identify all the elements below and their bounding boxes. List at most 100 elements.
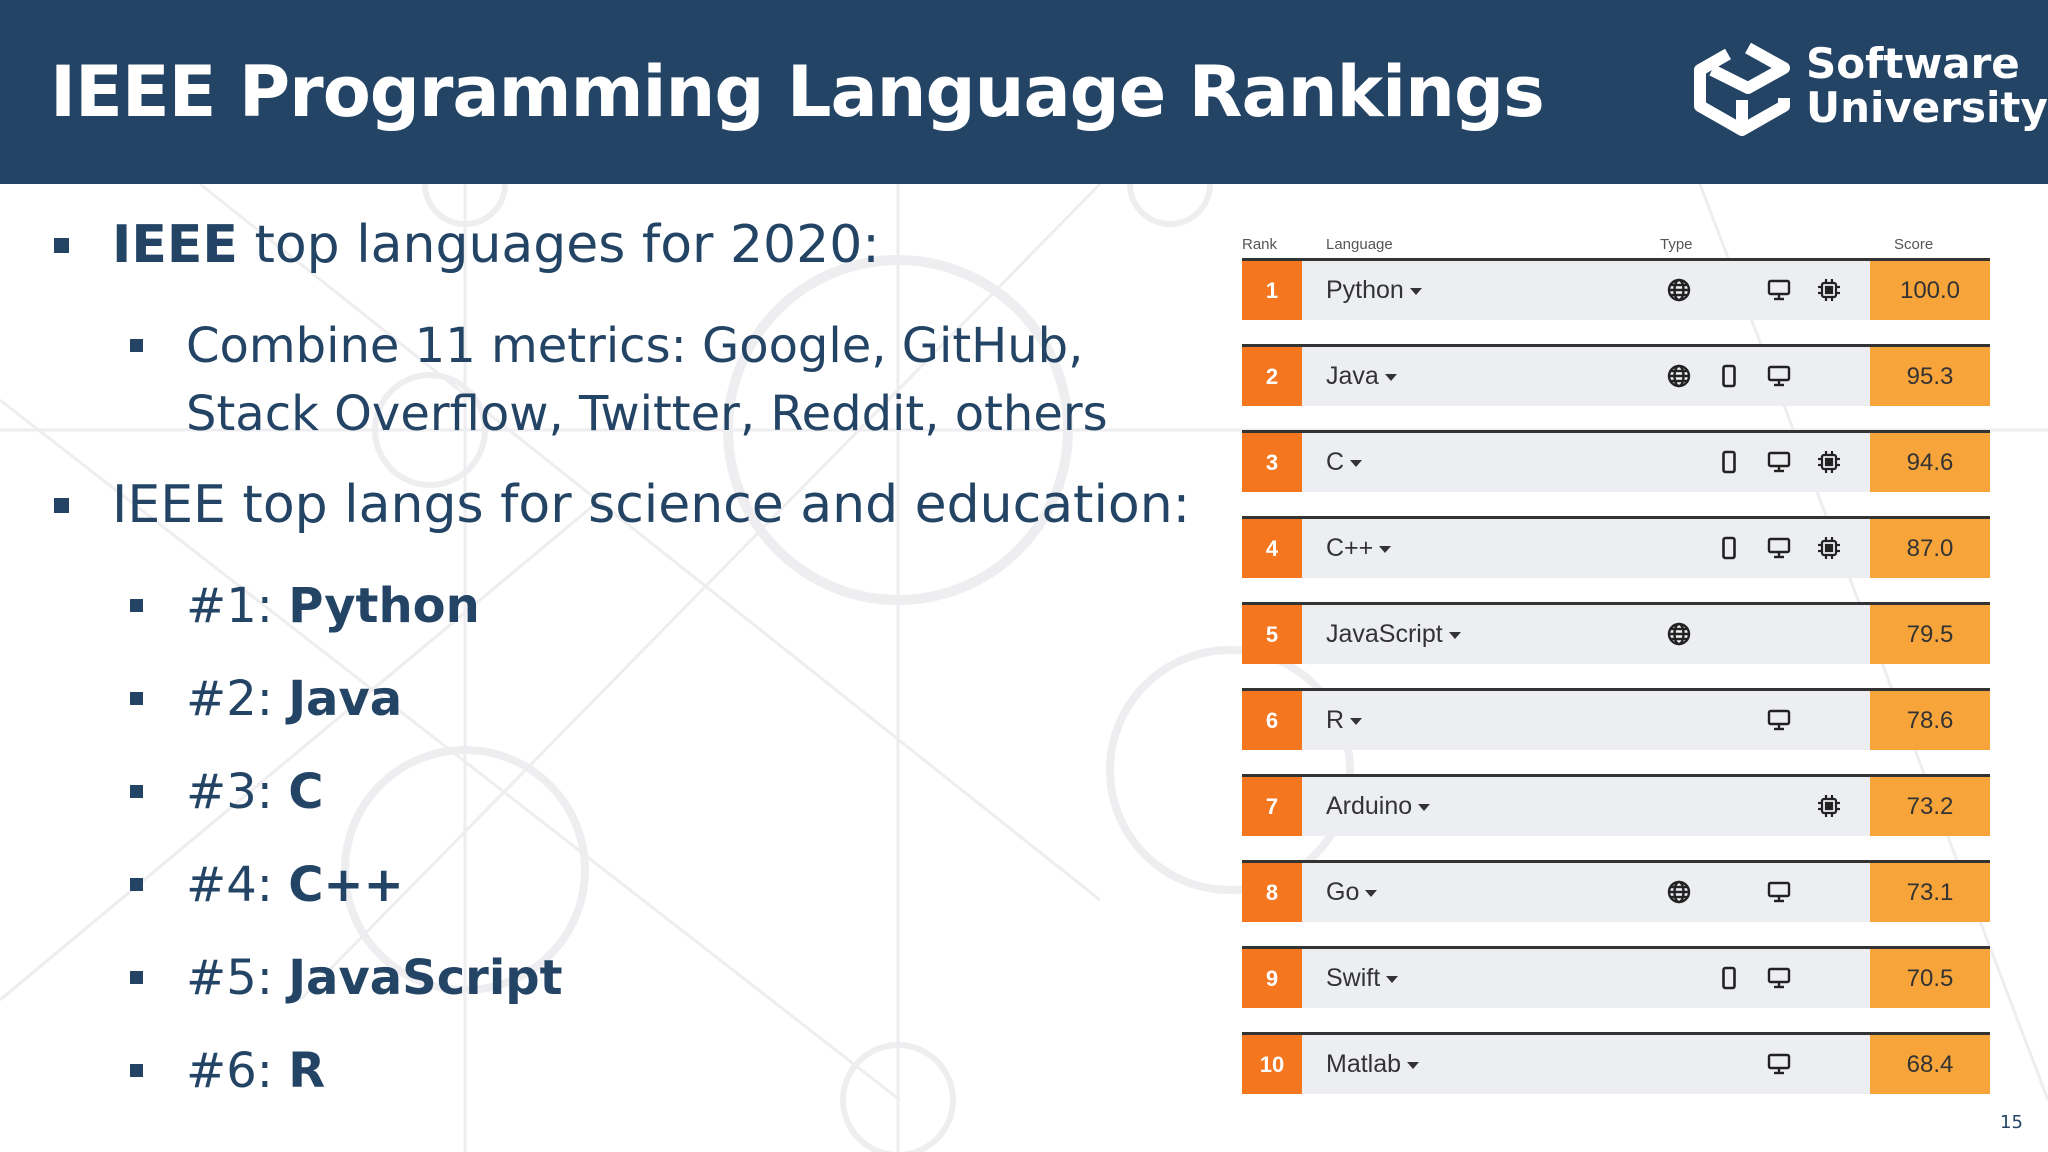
- rank-prefix: #4:: [186, 857, 289, 913]
- rank-language: Python: [288, 578, 480, 634]
- language-dropdown[interactable]: Go: [1326, 863, 1378, 922]
- desktop-icon: [1766, 965, 1792, 991]
- bullet-square-icon: [130, 971, 143, 984]
- caret-down-icon: [1350, 459, 1363, 467]
- row-background: [1242, 261, 1990, 320]
- globe-icon: [1666, 879, 1692, 905]
- mobile-icon: [1716, 965, 1742, 991]
- row-divider: [1242, 1032, 1990, 1035]
- mobile-icon: [1716, 363, 1742, 389]
- header-type: Type: [1660, 236, 1693, 253]
- logo-text-line1: Software: [1806, 39, 2020, 88]
- sub-bullet-line1: Combine 11 metrics: Google, GitHub,: [186, 318, 1084, 374]
- page-number: 15: [2000, 1112, 2023, 1133]
- rank-prefix: #1:: [186, 578, 289, 634]
- sub-bullet-rank-2: #2: Java: [130, 665, 402, 733]
- score-value: 70.5: [1870, 949, 1990, 1008]
- language-dropdown[interactable]: Swift: [1326, 949, 1399, 1008]
- desktop-icon: [1766, 277, 1792, 303]
- row-divider: [1242, 946, 1990, 949]
- mobile-icon: [1716, 449, 1742, 475]
- bullet-square-icon: [130, 339, 143, 352]
- mobile-icon: [1716, 535, 1742, 561]
- ranking-row: 3 C 94.6: [1242, 430, 1990, 492]
- sub-bullet-rank-1: #1: Python: [130, 572, 480, 640]
- sub-bullet-rank-5: #5: JavaScript: [130, 944, 563, 1012]
- desktop-icon: [1766, 363, 1792, 389]
- language-dropdown[interactable]: C++: [1326, 519, 1392, 578]
- caret-down-icon: [1418, 803, 1431, 811]
- row-divider: [1242, 860, 1990, 863]
- header-rank: Rank: [1242, 236, 1278, 253]
- language-name: JavaScript: [1326, 620, 1443, 648]
- language-dropdown[interactable]: JavaScript: [1326, 605, 1461, 664]
- header-language: Language: [1326, 236, 1393, 253]
- score-value: 94.6: [1870, 433, 1990, 492]
- rank-badge: 8: [1242, 863, 1302, 922]
- score-value: 87.0: [1870, 519, 1990, 578]
- sub-bullet-rank-4: #4: C++: [130, 851, 404, 919]
- language-dropdown[interactable]: C: [1326, 433, 1363, 492]
- logo-cube-icon: [1694, 42, 1790, 136]
- bullet-square-icon: [130, 599, 143, 612]
- bullet-square-icon: [130, 692, 143, 705]
- caret-down-icon: [1365, 889, 1378, 897]
- language-name: C++: [1326, 534, 1374, 562]
- caret-down-icon: [1409, 287, 1422, 295]
- rank-language: JavaScript: [288, 950, 563, 1006]
- row-divider: [1242, 258, 1990, 261]
- slide-content: IEEE top languages for 2020: Combine 11 …: [0, 184, 1200, 1144]
- rank-prefix: #3:: [186, 764, 289, 820]
- bullet-text: IEEE top langs for science and education…: [112, 475, 1191, 535]
- bullet-square-icon: [130, 1064, 143, 1077]
- language-name: Arduino: [1326, 792, 1413, 820]
- ranking-row: 1 Python 100.0: [1242, 258, 1990, 320]
- rank-badge: 9: [1242, 949, 1302, 1008]
- desktop-icon: [1766, 535, 1792, 561]
- caret-down-icon: [1407, 1061, 1420, 1069]
- score-value: 68.4: [1870, 1035, 1990, 1094]
- row-background: [1242, 519, 1990, 578]
- ranking-row: 9 Swift 70.5: [1242, 946, 1990, 1008]
- rank-badge: 3: [1242, 433, 1302, 492]
- globe-icon: [1666, 277, 1692, 303]
- score-value: 95.3: [1870, 347, 1990, 406]
- ranking-row: 8 Go 73.1: [1242, 860, 1990, 922]
- language-dropdown[interactable]: R: [1326, 691, 1363, 750]
- ranking-row: 10 Matlab 68.4: [1242, 1032, 1990, 1094]
- language-dropdown[interactable]: Python: [1326, 261, 1422, 320]
- bullet-square-icon: [130, 785, 143, 798]
- ranking-row: 5 JavaScript 79.5: [1242, 602, 1990, 664]
- language-name: C: [1326, 448, 1345, 476]
- bullet-text: top languages for 2020:: [237, 215, 880, 275]
- slide-title: IEEE Programming Language Rankings: [50, 51, 1545, 133]
- chip-icon: [1816, 793, 1842, 819]
- desktop-icon: [1766, 449, 1792, 475]
- sub-bullet-rank-3: #3: C: [130, 758, 323, 826]
- ieee-ranking-table: Rank Language Type Score 1 Python 100.0 2 Ja…: [1236, 232, 1996, 1102]
- rank-badge: 1: [1242, 261, 1302, 320]
- desktop-icon: [1766, 707, 1792, 733]
- chip-icon: [1816, 449, 1842, 475]
- row-background: [1242, 691, 1990, 750]
- caret-down-icon: [1384, 373, 1397, 381]
- bullet-square-icon: [54, 498, 69, 513]
- bullet-square-icon: [54, 238, 69, 253]
- language-dropdown[interactable]: Arduino: [1326, 777, 1431, 836]
- caret-down-icon: [1350, 717, 1363, 725]
- score-value: 100.0: [1870, 261, 1990, 320]
- row-background: [1242, 949, 1990, 1008]
- language-name: Python: [1326, 276, 1404, 304]
- language-name: Swift: [1326, 964, 1381, 992]
- language-dropdown[interactable]: Matlab: [1326, 1035, 1420, 1094]
- slide-header: IEEE Programming Language Rankings Softw…: [0, 0, 2048, 184]
- row-divider: [1242, 516, 1990, 519]
- bullet-square-icon: [130, 878, 143, 891]
- desktop-icon: [1766, 879, 1792, 905]
- row-divider: [1242, 430, 1990, 433]
- sub-bullet-line2: Stack Overflow, Twitter, Reddit, others: [186, 386, 1108, 442]
- row-background: [1242, 605, 1990, 664]
- language-dropdown[interactable]: Java: [1326, 347, 1397, 406]
- language-name: Java: [1326, 362, 1379, 390]
- chip-icon: [1816, 277, 1842, 303]
